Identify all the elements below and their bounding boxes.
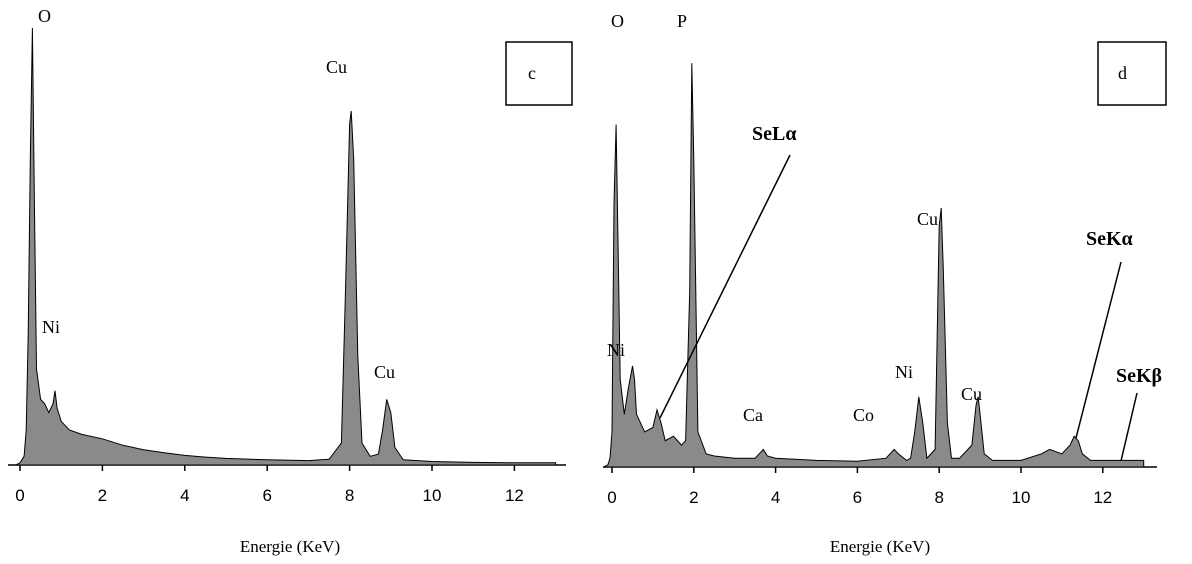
panel-d-label-box <box>1097 41 1167 106</box>
panel-c-peak-label-cu-1: Cu <box>326 57 347 77</box>
panel-d-annotation-se-l-alpha: SeLα <box>752 123 797 145</box>
panel-c-spectrum: 0 2 4 6 8 10 12 c O Ni Cu Cu Energie (KeV) <box>8 6 573 556</box>
panel-d-peak-label-cu-2: Cu <box>961 384 982 404</box>
panel-d-peak-label-p: P <box>677 11 687 31</box>
panel-d-tick-marks <box>611 467 1104 473</box>
panel-c-label-box <box>505 41 573 106</box>
panel-c-peak-label-cu-2: Cu <box>374 362 395 382</box>
panel-d-x-tick-label-3: 6 <box>853 488 862 507</box>
panel-d-x-tick-label-6: 12 <box>1093 488 1112 507</box>
panel-c-spectrum-area <box>15 27 557 466</box>
panel-c-x-tick-label-2: 4 <box>180 486 189 505</box>
panel-d-peak-label-ni-1: Ni <box>607 340 625 360</box>
panel-d-peak-label-ni-2: Ni <box>895 362 913 382</box>
panel-d-annotation-se-k-beta: SeKβ <box>1116 365 1162 387</box>
panel-d-peak-label-o: O <box>611 11 624 31</box>
panel-c-peak-label-ni: Ni <box>42 317 60 337</box>
panel-d-x-tick-label-0: 0 <box>607 488 616 507</box>
panel-c-x-tick-label-3: 6 <box>262 486 271 505</box>
panel-c-x-tick-label-4: 8 <box>345 486 354 505</box>
panel-c-x-tick-label-6: 12 <box>505 486 524 505</box>
panel-d-x-tick-label-2: 4 <box>771 488 780 507</box>
panel-d-annotation-se-k-alpha: SeKα <box>1086 228 1133 250</box>
panel-c-x-axis-label: Energie (KeV) <box>240 537 340 556</box>
panel-d-spectrum-area <box>603 63 1145 468</box>
panel-c-tick-labels: 0 2 4 6 8 10 12 <box>15 486 524 505</box>
panel-c-peak-label-o: O <box>38 6 51 26</box>
panel-d-x-axis-label: Energie (KeV) <box>830 537 930 556</box>
panel-d-x-tick-label-5: 10 <box>1012 488 1031 507</box>
panel-c-x-tick-label-1: 2 <box>98 486 107 505</box>
panel-c-x-tick-label-5: 10 <box>423 486 442 505</box>
panel-d-annotation-se-k-alpha-leader <box>1075 261 1122 439</box>
panel-d-annotation-se-k-beta-leader <box>1120 392 1138 462</box>
panel-d-peak-label-ca: Ca <box>743 405 763 425</box>
panel-c-x-tick-label-0: 0 <box>15 486 24 505</box>
panel-c-letter: c <box>528 63 536 83</box>
panel-d-letter: d <box>1118 63 1127 83</box>
panel-d-spectrum: 0 2 4 6 8 10 12 d O P Ni Ca Co Ni Cu Cu SeLα S… <box>603 11 1167 556</box>
panel-d-annotation-se-l-alpha-leader <box>659 154 791 419</box>
panel-d-x-tick-label-1: 2 <box>689 488 698 507</box>
panel-d-x-tick-label-4: 8 <box>934 488 943 507</box>
panel-d-peak-label-co: Co <box>853 405 874 425</box>
panel-c-tick-marks <box>19 465 516 471</box>
panel-d-peak-label-cu-1: Cu <box>917 209 938 229</box>
panel-d-tick-labels: 0 2 4 6 8 10 12 <box>607 488 1112 507</box>
